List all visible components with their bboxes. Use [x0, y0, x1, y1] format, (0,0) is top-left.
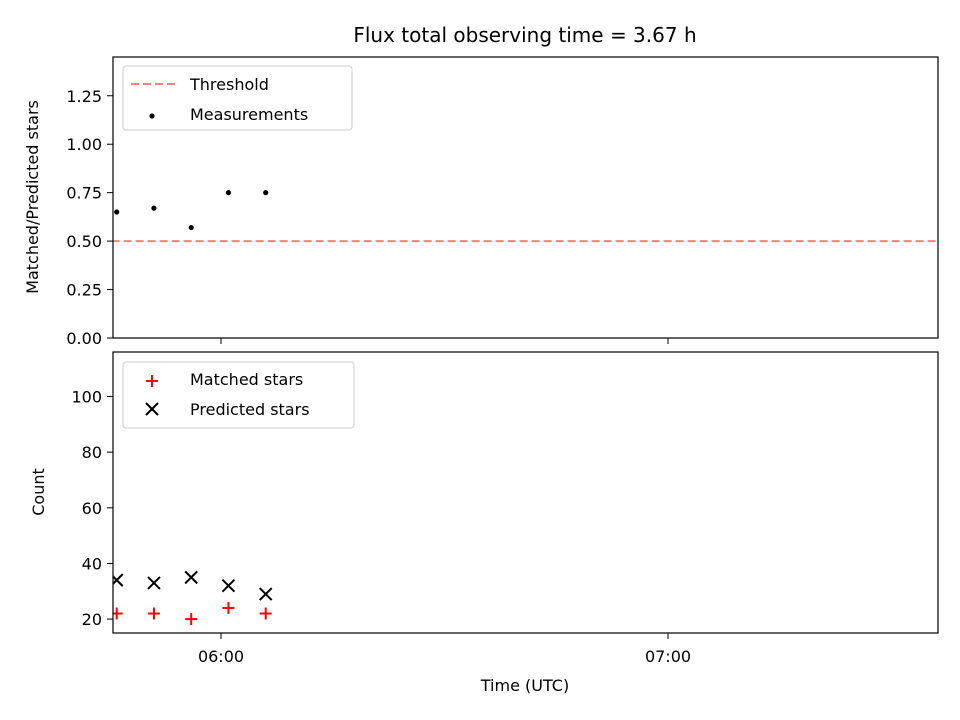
legend-threshold-label: Threshold: [189, 75, 269, 94]
x-tick-label: 06:00: [198, 647, 244, 666]
y-tick-label: 0.50: [66, 232, 102, 251]
measurement-point: [263, 190, 269, 196]
bottom-y-ticks: 20 40 60 80 100: [71, 388, 113, 629]
y-tick-label: 1.00: [66, 135, 102, 154]
matched-star-point: [259, 607, 272, 620]
y-tick-label: 80: [82, 443, 102, 462]
top-y-ticks: 0.00 0.25 0.50 0.75 1.00 1.25: [66, 87, 113, 348]
predicted-star-point: [184, 570, 198, 585]
measurement-point: [151, 205, 157, 211]
predicted-star-point: [147, 576, 161, 590]
chart-title: Flux total observing time = 3.67 h: [353, 23, 696, 47]
legend-matched-swatch: [146, 375, 158, 387]
measurement-point: [225, 190, 232, 196]
legend-matched-label: Matched stars: [190, 370, 303, 389]
y-tick-label: 0.00: [66, 329, 102, 348]
top-y-axis-label: Matched/Predicted stars: [23, 100, 42, 294]
y-tick-label: 0.25: [66, 281, 102, 300]
bottom-plot-marks: [0, 570, 273, 626]
matched-star-point: [0, 591, 11, 603]
top-x-ticks: [220, 338, 669, 344]
matched-star-point: [222, 601, 235, 614]
measurement-point: [114, 209, 120, 215]
predicted-star-point: [221, 578, 236, 593]
measurement-point: [2, 176, 7, 181]
y-tick-label: 0.75: [66, 184, 102, 203]
legend-measurements-swatch: [149, 113, 155, 119]
top-plot-frame: [112, 56, 939, 339]
y-tick-label: 20: [82, 610, 102, 629]
y-tick-label: 1.25: [66, 87, 102, 106]
predicted-star-point: [113, 573, 124, 587]
matched-star-point: [147, 607, 160, 620]
bottom-y-axis-label: Count: [29, 468, 48, 516]
matched-star-point: [113, 607, 123, 620]
predicted-star-point: [36, 571, 48, 583]
top-plot-marks: [2, 176, 938, 243]
y-tick-label: 100: [71, 388, 102, 407]
top-legend: Threshold Measurements: [122, 65, 353, 131]
matched-star-point: [36, 599, 48, 611]
bottom-legend: Matched stars Predicted stars: [122, 361, 355, 429]
x-axis-label: Time (UTC): [480, 676, 569, 695]
legend-predicted-label: Predicted stars: [190, 400, 310, 419]
top-panel: 0.00 0.25 0.50 0.75 1.00 1.25 Matched/Predict…: [2, 56, 939, 348]
legend-measurements-label: Measurements: [190, 105, 308, 124]
y-tick-label: 60: [82, 499, 102, 518]
predicted-star-point: [0, 574, 11, 586]
legend-predicted-swatch: [145, 402, 159, 416]
matched-star-point: [185, 613, 198, 626]
y-tick-label: 40: [82, 554, 102, 573]
measurement-point: [188, 224, 194, 231]
predicted-star-point: [258, 587, 273, 601]
x-tick-label: 07:00: [645, 647, 691, 666]
predicted-star-point: [73, 577, 85, 589]
bottom-plot-frame: [112, 351, 939, 634]
